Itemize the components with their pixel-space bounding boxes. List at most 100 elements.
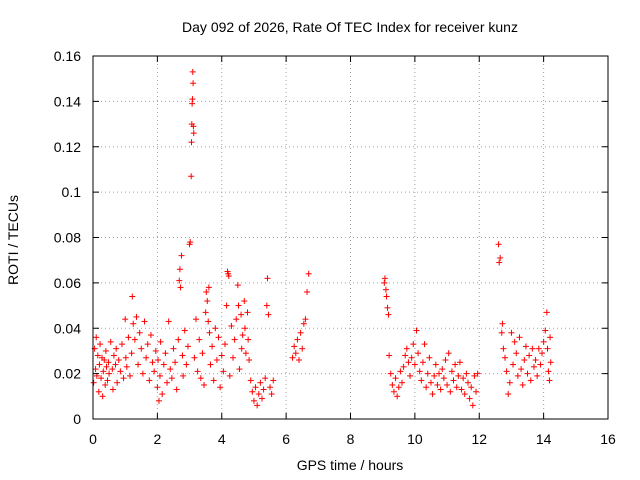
data-point (522, 343, 529, 350)
data-point (189, 68, 196, 75)
data-point (239, 332, 246, 339)
data-point (205, 318, 212, 325)
data-point (122, 316, 129, 323)
data-point (146, 377, 153, 384)
data-point (508, 329, 515, 336)
data-point (197, 375, 204, 382)
data-point (514, 372, 521, 379)
data-point (474, 370, 481, 377)
data-point (521, 357, 528, 364)
data-point (294, 336, 301, 343)
data-point (546, 377, 553, 384)
y-tick-label: 0.08 (54, 230, 81, 246)
data-point (207, 361, 214, 368)
data-point (125, 334, 132, 341)
data-point (106, 370, 113, 377)
data-point (213, 357, 220, 364)
data-point (238, 345, 245, 352)
data-point (264, 275, 271, 282)
y-tick-label: 0.1 (62, 184, 82, 200)
data-point (188, 173, 195, 180)
data-point (262, 375, 269, 382)
data-point (532, 357, 539, 364)
data-point (535, 345, 542, 352)
data-point (205, 284, 212, 291)
data-point (152, 347, 159, 354)
data-point (471, 372, 478, 379)
data-point (500, 345, 507, 352)
data-point (473, 388, 480, 395)
data-point (155, 357, 162, 364)
data-point (217, 384, 224, 391)
data-point (172, 359, 179, 366)
data-point (395, 384, 402, 391)
data-point (203, 288, 210, 295)
data-point (247, 377, 254, 384)
data-point (149, 359, 156, 366)
data-point (141, 318, 148, 325)
data-point (190, 130, 197, 137)
data-point (159, 391, 166, 398)
data-point (231, 336, 238, 343)
data-point (456, 359, 463, 366)
data-point (233, 316, 240, 323)
grid (93, 56, 608, 419)
data-point (445, 350, 452, 357)
data-point (518, 366, 525, 373)
data-point (97, 341, 104, 348)
data-point (139, 370, 146, 377)
data-point (444, 381, 451, 388)
data-point (381, 279, 388, 286)
data-point (133, 313, 140, 320)
data-point (499, 320, 506, 327)
data-point (424, 370, 431, 377)
data-point (537, 361, 544, 368)
data-point (426, 354, 433, 361)
data-point (436, 370, 443, 377)
data-point (400, 363, 407, 370)
data-point (102, 381, 109, 388)
data-point (466, 395, 473, 402)
data-point (194, 368, 201, 375)
data-point (130, 320, 137, 327)
data-point (258, 395, 265, 402)
data-point (297, 329, 304, 336)
data-point (190, 80, 197, 87)
data-point (98, 375, 105, 382)
data-point (265, 311, 272, 318)
data-point (432, 361, 439, 368)
data-point (437, 386, 444, 393)
data-point (177, 284, 184, 291)
data-point (539, 350, 546, 357)
x-tick-label: 10 (407, 431, 423, 447)
chart-title: Day 092 of 2026, Rate Of TEC Index for r… (182, 19, 518, 35)
data-point (168, 375, 175, 382)
data-point (238, 311, 245, 318)
x-tick-label: 16 (600, 431, 616, 447)
data-point (252, 384, 259, 391)
data-point (526, 352, 533, 359)
data-point (460, 375, 467, 382)
data-point (519, 381, 526, 388)
data-point (115, 357, 122, 364)
data-point (503, 368, 510, 375)
data-point (439, 366, 446, 373)
data-point (392, 375, 399, 382)
data-point (94, 352, 101, 359)
data-point (386, 352, 393, 359)
data-point (302, 316, 309, 323)
data-point (545, 368, 552, 375)
y-tick-label: 0.16 (54, 48, 81, 64)
data-point (234, 282, 241, 289)
data-point (434, 381, 441, 388)
data-point (93, 334, 100, 341)
x-tick-label: 14 (536, 431, 552, 447)
data-point (384, 304, 391, 311)
data-point (104, 377, 111, 384)
data-point (423, 384, 430, 391)
data-point (160, 361, 167, 368)
data-point (411, 361, 418, 368)
data-point (188, 139, 195, 146)
data-point (212, 325, 219, 332)
